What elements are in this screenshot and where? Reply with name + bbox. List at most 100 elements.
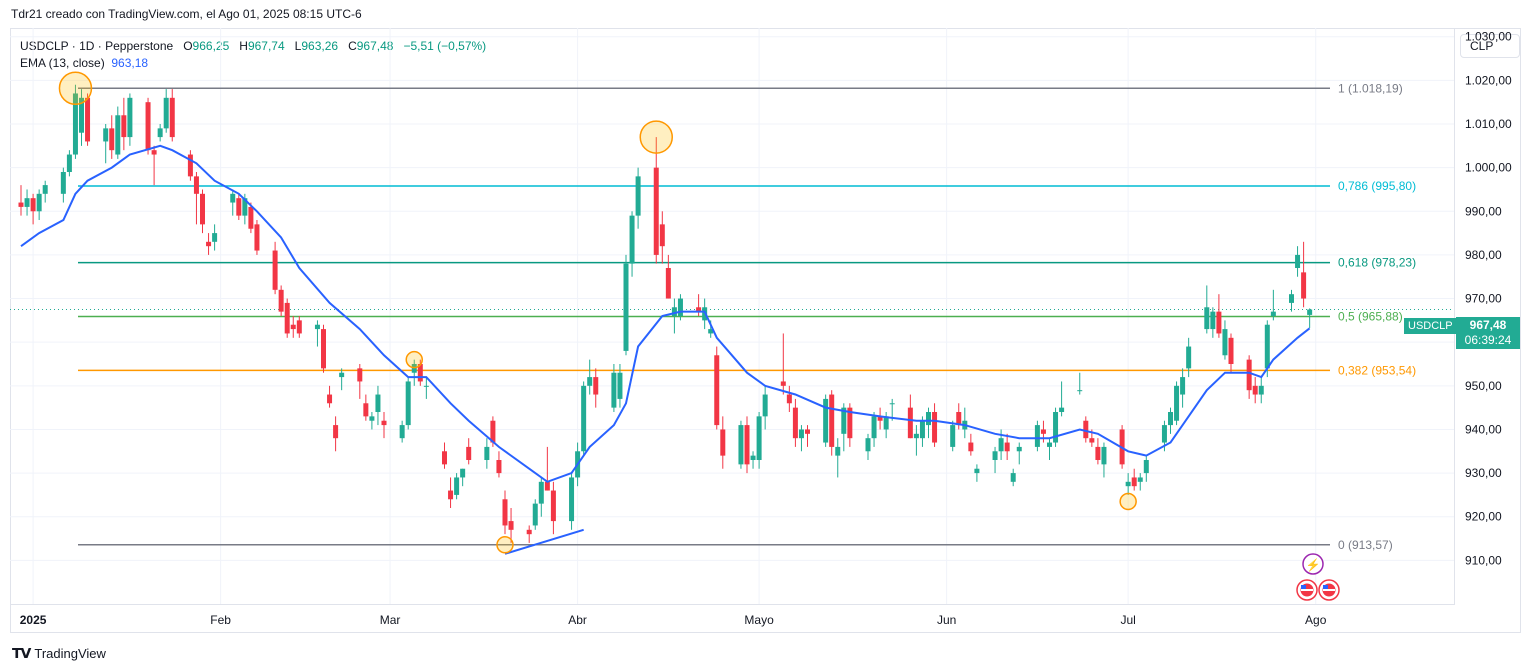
last-price-label: 967,48 06:39:24: [1456, 317, 1520, 349]
candle: [907, 394, 913, 439]
candle-body: [1270, 311, 1276, 316]
candle-body: [526, 529, 532, 535]
candle-body: [1301, 272, 1307, 299]
candle: [835, 438, 841, 478]
candle: [157, 124, 163, 142]
candle-body: [151, 150, 157, 155]
candle-body: [1222, 329, 1228, 356]
ema-line: [20, 144, 1311, 483]
flag-stripe: [1323, 589, 1335, 591]
candle: [992, 446, 998, 474]
candle-body: [502, 499, 508, 526]
candle-body: [544, 481, 550, 491]
highlight-circle: [405, 350, 423, 369]
candle: [829, 390, 835, 456]
candle-body: [1053, 412, 1059, 443]
candle: [508, 508, 514, 543]
candle-body: [1210, 311, 1216, 330]
fibonacci-retracement[interactable]: 1 (1.018,19) 0,786 (995,80) 0,618 (978,23)…: [78, 81, 1416, 552]
candle-body: [919, 420, 925, 439]
candle: [1258, 377, 1264, 404]
candle: [1307, 308, 1313, 328]
plot-area[interactable]: [10, 28, 1455, 605]
candle: [333, 416, 339, 452]
candle: [72, 84, 78, 159]
candle-body: [1216, 311, 1222, 334]
candle: [581, 381, 587, 456]
candle-body: [569, 477, 575, 522]
candle: [1228, 333, 1234, 373]
candle-body: [1131, 477, 1137, 487]
candle: [756, 412, 762, 469]
candle: [212, 224, 218, 251]
price-tick-label: 990,00: [1465, 204, 1502, 218]
candle-body: [889, 403, 895, 405]
candle-body: [786, 394, 792, 404]
time-axis[interactable]: 2025 Feb Mar Abr Mayo Jun Jul Ago: [20, 613, 1327, 627]
candle: [187, 150, 193, 181]
candle: [792, 398, 798, 447]
lightning-glyph: ⚡: [1306, 558, 1321, 572]
candle-body: [242, 198, 248, 216]
tradingview-brand[interactable]: 𝗧𝗩 TradingView: [12, 645, 106, 662]
candle: [569, 473, 575, 530]
candle: [206, 233, 212, 255]
candle: [1216, 294, 1222, 338]
candle-body: [460, 468, 466, 478]
candle-body: [750, 455, 756, 460]
price-tick-label: 930,00: [1465, 466, 1502, 480]
candle: [798, 425, 804, 452]
candle-body: [877, 416, 883, 421]
candle: [593, 368, 599, 408]
candle: [1295, 246, 1301, 277]
candle: [1034, 420, 1040, 452]
candle-body: [193, 176, 199, 194]
time-tick-label: Ago: [1305, 613, 1327, 627]
currency-button[interactable]: CLP: [1460, 34, 1520, 58]
candle: [1059, 381, 1065, 417]
candle: [1180, 368, 1186, 408]
price-axis[interactable]: 1.030,00 1.020,00 1.010,00 1.000,00 990,00 98…: [1465, 30, 1512, 568]
candle-body: [538, 481, 544, 504]
candle-body: [466, 446, 472, 460]
candle-body: [532, 503, 538, 526]
candle: [677, 294, 683, 321]
candle: [103, 124, 109, 164]
candle-body: [115, 115, 121, 155]
candle-body: [593, 377, 599, 395]
candle: [1077, 372, 1083, 395]
candle-body: [1016, 446, 1022, 452]
legend-symbol[interactable]: USDCLP · 1D · Pepperstone: [20, 39, 174, 53]
candle: [127, 93, 133, 146]
candle-body: [327, 394, 333, 404]
candle-body: [744, 425, 750, 465]
candle-body: [714, 355, 720, 426]
price-tick-label: 1.020,00: [1465, 73, 1512, 87]
candle-body: [417, 364, 423, 382]
candle: [18, 185, 24, 216]
candle: [1016, 442, 1022, 465]
candle: [926, 407, 931, 439]
candle-body: [1264, 324, 1270, 369]
candle-body: [230, 193, 236, 203]
candle-body: [587, 377, 593, 386]
time-tick-label: Feb: [210, 613, 231, 627]
legend-ema-row[interactable]: EMA (13, close) 963,18: [20, 55, 486, 72]
candle-body: [1180, 377, 1186, 395]
candle-body: [696, 307, 702, 312]
candle: [339, 368, 345, 391]
price-tick-label: 910,00: [1465, 553, 1502, 567]
candle-body: [956, 412, 962, 426]
candle: [460, 468, 466, 487]
candle: [1125, 473, 1131, 495]
candle-body: [847, 407, 853, 439]
time-tick-label: Abr: [568, 613, 587, 627]
us-flag-event-icon: [1318, 579, 1340, 601]
candle-body: [163, 97, 169, 129]
candle-body: [508, 521, 514, 530]
candle: [502, 490, 508, 535]
candle-body: [798, 429, 804, 439]
candle-body: [1258, 385, 1264, 395]
candle-body: [623, 263, 629, 351]
